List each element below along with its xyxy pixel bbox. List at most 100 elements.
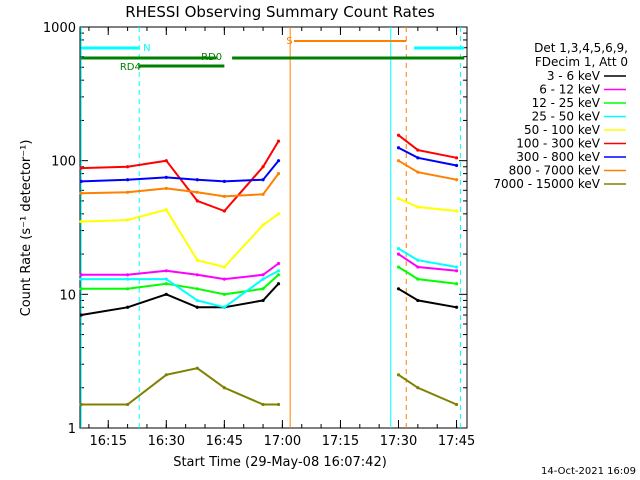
series-point [222, 277, 226, 281]
series-point [164, 277, 168, 281]
series-point [79, 166, 83, 170]
series-point [126, 305, 130, 309]
series-point [126, 178, 130, 182]
plot-frame [79, 26, 468, 429]
series-point [195, 366, 199, 370]
series-point [261, 402, 265, 407]
series-point [416, 386, 420, 390]
legend-entry-label: 50 - 100 keV [524, 123, 601, 137]
series-point [79, 273, 83, 277]
legend-entry-label: 3 - 6 keV [547, 69, 601, 83]
series-point [222, 292, 226, 296]
series-point [222, 179, 226, 183]
x-tick-label: 16:45 [206, 434, 243, 449]
series-point [126, 402, 130, 407]
series-line [81, 367, 457, 406]
flag-label: S [286, 36, 292, 47]
series-point [454, 209, 459, 213]
series-point [164, 269, 168, 273]
x-axis-label: Start Time (29-May-08 16:07:42) [173, 455, 387, 470]
series-point [276, 159, 281, 163]
series-point [79, 191, 83, 195]
series-point [126, 165, 130, 169]
y-axis-label: Count Rate (s⁻¹ detector⁻¹) [19, 140, 34, 317]
series-point [195, 305, 199, 309]
y-tick-label: 10 [59, 288, 76, 303]
flag-label: N [143, 43, 150, 54]
series-point [79, 287, 83, 291]
series-point [396, 146, 401, 150]
series-point [222, 194, 226, 199]
series-point [261, 277, 265, 281]
x-tick-label: 17:45 [438, 434, 475, 449]
series-point [276, 212, 281, 216]
x-tick-label: 17:15 [322, 434, 359, 449]
series-point [454, 265, 459, 269]
series-point [126, 287, 130, 291]
series-point [164, 186, 168, 191]
legend-entry-label: 300 - 800 keV [516, 150, 600, 164]
legend-entry-label: 12 - 25 keV [532, 96, 601, 110]
series-point [126, 190, 130, 194]
series-point [454, 163, 459, 168]
series-point [261, 165, 265, 169]
series-point [396, 287, 401, 291]
series-point [164, 175, 168, 179]
series-point [195, 199, 199, 203]
legend-entry-label: 100 - 300 keV [516, 137, 600, 151]
series-point [195, 273, 199, 277]
legend-entry-label: 25 - 50 keV [532, 110, 601, 124]
legend-entry-label: 800 - 7000 keV [509, 164, 601, 178]
series-point [396, 246, 401, 251]
series-point [396, 197, 401, 201]
series-line [81, 247, 457, 309]
series-point [416, 298, 420, 303]
series-point [261, 273, 265, 277]
series-point [126, 218, 130, 222]
series-point [195, 190, 199, 194]
series-point [396, 252, 401, 256]
series-point [164, 292, 168, 296]
series-point [126, 277, 130, 281]
series-point [222, 386, 226, 390]
y-tick-label: 1000 [43, 21, 76, 36]
series-point [276, 269, 281, 273]
series-point [164, 282, 168, 286]
footer-timestamp: 14-Oct-2021 16:09 [541, 466, 636, 477]
legend-header-line-2: FDecim 1, Att 0 [535, 55, 628, 69]
series-point [79, 220, 83, 224]
legend-entry-label: 7000 - 15000 keV [493, 177, 600, 191]
series-point [416, 265, 420, 269]
series-point [454, 305, 459, 309]
legend-entry-label: 6 - 12 keV [539, 83, 601, 97]
series-point [396, 373, 401, 377]
series-point [195, 258, 199, 262]
series-point [164, 373, 168, 377]
series-point [126, 273, 130, 277]
series-point [261, 298, 265, 303]
series-point [276, 261, 281, 266]
series-point [79, 313, 83, 317]
series-point [454, 269, 459, 273]
series-point [261, 192, 265, 196]
x-tick-label: 16:15 [90, 434, 127, 449]
x-tick-label: 17:00 [264, 434, 301, 449]
series-line [81, 197, 457, 269]
series-point [416, 277, 420, 281]
series-point [276, 282, 281, 286]
series-point [195, 287, 199, 291]
series-point [195, 178, 199, 182]
chart-title: RHESSI Observing Summary Count Rates [125, 3, 435, 21]
series-point [416, 148, 420, 152]
series-point [416, 258, 420, 262]
series-point [222, 265, 226, 269]
series-point [261, 287, 265, 291]
series-point [454, 282, 459, 286]
series-point [454, 178, 459, 182]
series-point [164, 159, 168, 163]
series-point [276, 273, 281, 277]
series-point [195, 298, 199, 303]
series-point [222, 305, 226, 309]
series-point [396, 133, 401, 137]
